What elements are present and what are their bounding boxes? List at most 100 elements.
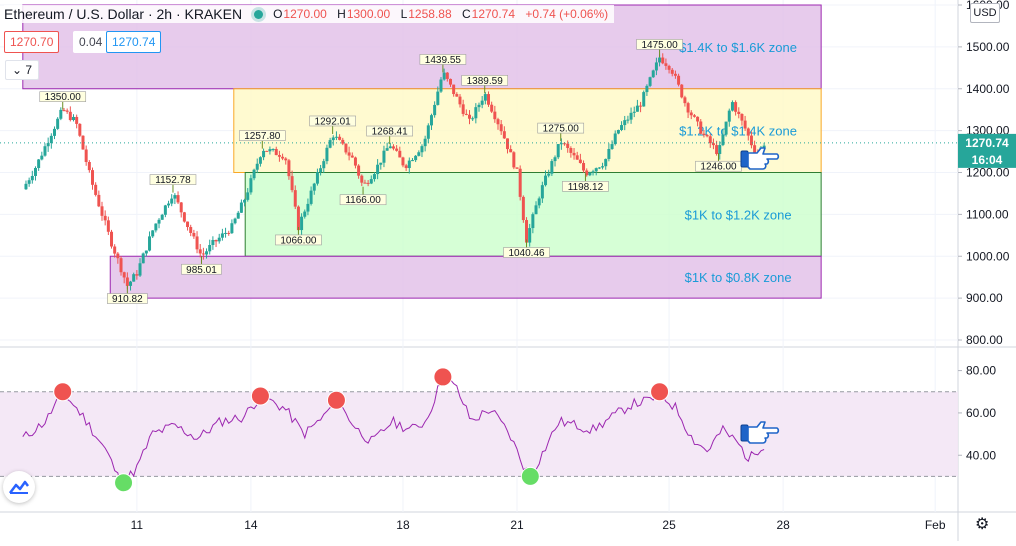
candle-body: [677, 75, 681, 85]
currency-button[interactable]: USD: [970, 3, 1000, 23]
candle-body: [391, 146, 395, 149]
candle-body: [705, 134, 709, 137]
candle-body: [135, 274, 139, 276]
candle-body: [24, 183, 28, 190]
candle-body: [436, 91, 440, 105]
sell-price-button[interactable]: 1270.70: [4, 31, 60, 53]
candle-body: [547, 173, 551, 176]
candle-body: [122, 272, 126, 278]
candle-body: [233, 218, 237, 224]
candle-body: [173, 195, 177, 199]
candle-body: [572, 152, 576, 156]
rsi-overbought-marker: [250, 386, 270, 406]
candle-body: [604, 158, 608, 167]
candle-body: [512, 152, 516, 168]
candle-body: [75, 116, 79, 124]
candle-body: [258, 157, 262, 164]
candle-body: [328, 140, 332, 148]
zone-box: [109, 255, 822, 299]
candle-body: [493, 111, 497, 120]
price-label: 1439.55: [425, 55, 462, 66]
gear-icon[interactable]: ⚙: [975, 516, 990, 533]
candle-body: [303, 211, 307, 217]
candle-body: [116, 253, 120, 259]
candle-body: [94, 184, 98, 195]
price-label: 985.01: [186, 265, 217, 276]
price-label-box: [107, 293, 148, 304]
candle-body: [563, 143, 567, 145]
rsi-oversold-marker: [114, 473, 134, 493]
candle-body: [252, 169, 256, 179]
candle-body: [255, 163, 259, 170]
candle-body: [87, 161, 91, 171]
price-label: 1246.00: [700, 162, 737, 173]
price-label: 1152.78: [155, 175, 191, 186]
candle-body: [575, 155, 579, 160]
candle-body: [265, 150, 269, 152]
candle-body: [186, 221, 190, 228]
candle-body: [214, 239, 218, 242]
candle-body: [648, 77, 652, 86]
candle-body: [426, 125, 430, 139]
candle-body: [182, 212, 186, 222]
price-label-box: [149, 174, 197, 185]
candle-body: [417, 152, 421, 156]
candle-body: [62, 109, 66, 111]
candle-body: [566, 143, 570, 149]
candle-body: [46, 143, 50, 147]
buy-price-button[interactable]: 1270.74: [106, 31, 162, 53]
candle-body: [211, 239, 215, 246]
candle-body: [388, 146, 392, 149]
candle-body: [103, 215, 107, 221]
candle-body: [696, 116, 700, 122]
price-label-box: [419, 54, 467, 65]
candle-body: [734, 102, 738, 112]
candle-body: [654, 62, 658, 71]
price-label: 1275.00: [543, 124, 580, 135]
candle-body: [97, 194, 101, 207]
high-label: H: [337, 7, 346, 21]
candle-body: [312, 183, 316, 191]
candle-body: [52, 128, 56, 136]
candle-body: [40, 155, 44, 160]
indicators-toggle[interactable]: ⌄ 7: [5, 60, 40, 80]
symbol-title[interactable]: Ethereum / U.S. Dollar · 2h · KRAKEN: [4, 6, 243, 22]
candle-body: [224, 232, 228, 234]
candle-body: [591, 171, 595, 173]
candle-body: [319, 168, 323, 173]
candle-body: [49, 135, 53, 144]
candle-body: [84, 149, 88, 162]
x-tick-label: 14: [244, 518, 258, 532]
candle-body: [208, 245, 212, 252]
candle-body: [629, 112, 633, 120]
candle-body: [651, 70, 655, 78]
candle-body: [43, 146, 47, 156]
x-tick-label: 25: [662, 518, 676, 532]
candle-body: [721, 134, 725, 146]
chevron-down-icon: ⌄: [12, 63, 23, 77]
candle-body: [664, 63, 668, 66]
candle-body: [477, 104, 481, 108]
candle-body: [661, 57, 665, 64]
candle-body: [227, 232, 231, 234]
candle-body: [110, 231, 114, 247]
candle-body: [347, 152, 351, 156]
candle-body: [68, 111, 72, 121]
symbol-header: Ethereum / U.S. Dollar · 2h · KRAKEN O12…: [4, 5, 615, 23]
candle-body: [582, 162, 586, 171]
candle-body: [268, 149, 272, 152]
candle-body: [743, 120, 747, 129]
low-label: L: [400, 7, 408, 21]
candle-body: [483, 94, 487, 101]
high-value: 1300.00: [346, 7, 391, 21]
candle-body: [404, 165, 408, 169]
candle-body: [521, 196, 525, 221]
candle-body: [113, 246, 117, 254]
tradingview-logo-icon[interactable]: [3, 471, 35, 503]
candle-body: [274, 148, 278, 156]
candle-body: [293, 190, 297, 207]
price-label-box: [562, 181, 609, 192]
ohlc-values: O1270.00 H1300.00 L1258.88 C1270.74 +0.7…: [273, 7, 608, 21]
candle-body: [642, 92, 646, 107]
